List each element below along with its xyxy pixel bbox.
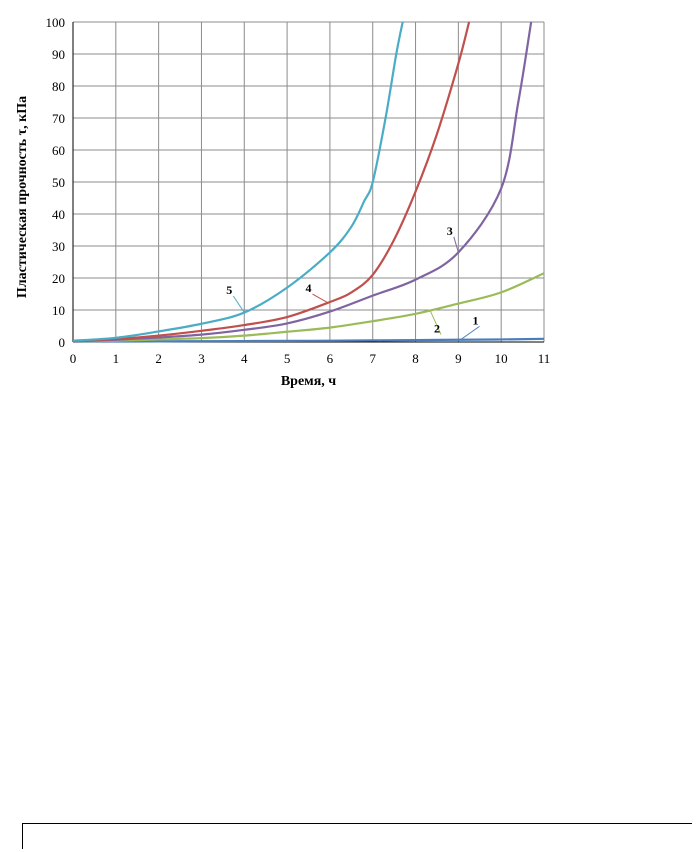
plasticity-chart: 0 1 2 3 4 5 6 7 8 9 10 11 0 10 20 30 40 50 60 70 80 90 100 1 2… [15, 15, 551, 389]
x-tick-label-2: 2 [155, 351, 162, 366]
y-tick-label-10: 100 [46, 15, 66, 30]
y-tick-label-8: 80 [52, 79, 65, 94]
y-tick-label-3: 30 [52, 239, 65, 254]
series-lines [73, 21, 544, 343]
curve-label-1: 1 [472, 313, 478, 327]
x-tick-label-1: 1 [113, 351, 120, 366]
x-tick-labels: 0 1 2 3 4 5 6 7 8 9 10 11 [70, 351, 551, 366]
curve-label-leader-2 [430, 311, 442, 335]
x-tick-label-4: 4 [241, 351, 248, 366]
curve-labels: 1 2 3 4 5 [226, 224, 480, 341]
x-tick-label-6: 6 [327, 351, 334, 366]
x-tick-label-7: 7 [369, 351, 376, 366]
y-tick-label-7: 70 [52, 111, 65, 126]
x-tick-label-10: 10 [495, 351, 508, 366]
y-tick-label-2: 20 [52, 271, 65, 286]
y-axis-label: Пластическая прочность τ, кПа [15, 96, 30, 298]
y-tick-label-9: 90 [52, 47, 65, 62]
y-tick-label-5: 50 [52, 175, 65, 190]
curve-label-2: 2 [434, 321, 440, 335]
series-line-4 [73, 21, 471, 343]
x-tick-label-8: 8 [412, 351, 419, 366]
curve-label-leader-1 [460, 325, 480, 341]
page-footer-rule [22, 823, 692, 824]
x-tick-label-0: 0 [70, 351, 77, 366]
series-line-3 [73, 21, 533, 343]
y-tick-label-1: 10 [52, 303, 65, 318]
curve-label-3: 3 [447, 224, 453, 238]
curve-label-5: 5 [226, 283, 232, 297]
x-tick-label-5: 5 [284, 351, 291, 366]
series-line-1 [73, 337, 544, 343]
curve-label-leader-4 [312, 293, 329, 304]
x-tick-label-3: 3 [198, 351, 205, 366]
x-tick-label-9: 9 [455, 351, 462, 366]
x-axis-label: Время, ч [281, 374, 336, 389]
x-tick-label-11: 11 [538, 351, 551, 366]
page-footer-corner [22, 823, 23, 849]
y-tick-label-4: 40 [52, 207, 65, 222]
curve-label-leader-5 [232, 295, 245, 313]
y-tick-labels: 0 10 20 30 40 50 60 70 80 90 100 [46, 15, 66, 350]
curve-label-4: 4 [306, 281, 312, 295]
y-tick-label-0: 0 [59, 335, 66, 350]
y-tick-label-6: 60 [52, 143, 65, 158]
series-line-5 [73, 21, 404, 342]
curve-label-leader-3 [453, 236, 459, 253]
series-line-2 [73, 272, 544, 343]
